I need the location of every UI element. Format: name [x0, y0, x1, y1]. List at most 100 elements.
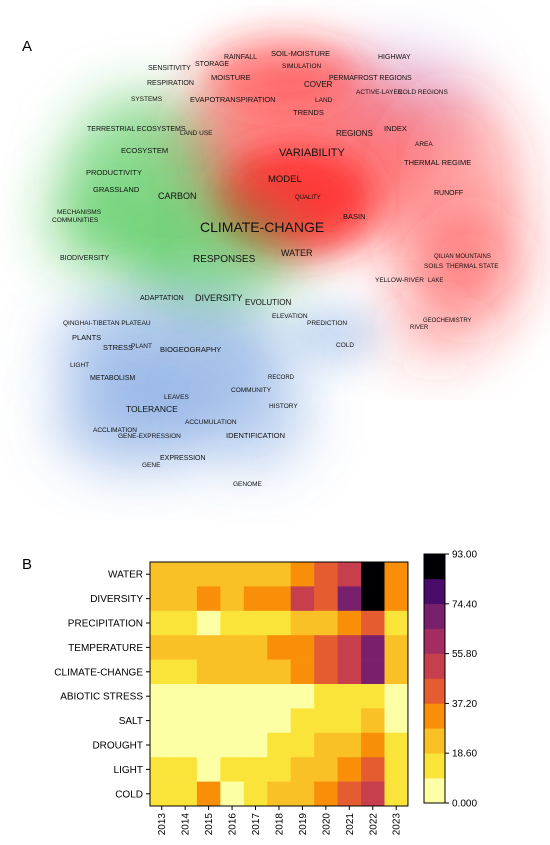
heatmap-cell	[314, 610, 338, 636]
term-history: HISTORY	[269, 403, 298, 410]
term-simulation: SIMULATION	[282, 63, 322, 70]
term-gene: GENE	[142, 462, 161, 469]
heatmap-cell	[173, 610, 198, 636]
heatmap-cell	[337, 684, 362, 709]
term-expression: EXPRESSION	[160, 455, 206, 462]
colorbar-frame	[423, 553, 446, 804]
term-variability: VARIABILITY	[279, 147, 345, 159]
heatmap-y-labels: WATER DIVERSITY PRECIPITATION TEMPERATURE CL…	[54, 570, 150, 800]
heatmap-cell	[173, 781, 198, 807]
term-ecosystem: ECOSYSTEM	[121, 146, 168, 155]
heatmap-cell	[150, 732, 174, 758]
heatmap-cell	[220, 732, 245, 758]
term-plants: PLANTS	[72, 333, 101, 342]
colorbar-segment	[424, 778, 445, 804]
heatmap-cell	[361, 635, 385, 660]
term-soils: SOILS	[424, 263, 444, 270]
term-qilian-mountains: QILIAN MOUNTAINS	[434, 254, 491, 260]
heatmap-cell	[290, 757, 315, 782]
term-lake: LAKE	[428, 278, 443, 284]
heatmap-cell	[361, 659, 385, 685]
heatmap-cell	[361, 562, 385, 587]
heatmap-cell	[173, 635, 198, 660]
heatmap-cell	[314, 732, 338, 758]
heatmap-cell	[290, 781, 315, 807]
heatmap-cells	[149, 561, 409, 807]
heatmap-cell	[290, 684, 315, 709]
heatmap-cell	[384, 684, 409, 709]
colorbar-segment	[424, 628, 445, 654]
heatmap-cell	[314, 757, 338, 782]
heatmap-cell	[361, 781, 385, 807]
heatmap-cell	[220, 586, 245, 612]
heatmap-cell	[220, 757, 245, 782]
heatmap-cell	[361, 757, 385, 782]
heatmap-cell	[384, 781, 409, 807]
heatmap-cell	[173, 684, 198, 709]
heatmap-cell	[314, 708, 338, 734]
heatmap-cell	[150, 757, 174, 782]
heatmap-cell	[150, 684, 174, 709]
term-acclimation: ACCLIMATION	[93, 427, 137, 434]
term-prediction: PREDICTION	[307, 320, 347, 327]
term-water: WATER	[281, 248, 313, 258]
term-runoff: RUNOFF	[434, 190, 463, 197]
term-biodiversity: BIODIVERSITY	[60, 255, 109, 262]
colorbar-tick-label: 0.000	[452, 799, 477, 810]
colorbar-segment	[424, 728, 445, 754]
heatmap-cell	[173, 562, 198, 587]
term-communities: COMMUNITIES	[52, 217, 99, 224]
x-tick-label: 2014	[181, 813, 192, 836]
heatmap-cell	[220, 562, 245, 587]
heatmap-cell	[314, 586, 338, 612]
heatmap-cell	[196, 684, 221, 709]
term-tolerance: TOLERANCE	[126, 404, 178, 414]
heatmap-cell	[243, 586, 268, 612]
x-tick-label: 2013	[157, 813, 168, 836]
density-blob-11	[55, 370, 225, 470]
term-cover: COVER	[304, 80, 333, 89]
heatmap-cell	[361, 732, 385, 758]
heatmap-cell	[361, 610, 385, 636]
heatmap-cell	[361, 708, 385, 734]
heatmap-cell	[150, 708, 174, 734]
x-tick-label: 2022	[368, 813, 379, 836]
term-genome: GENOME	[233, 481, 263, 488]
heatmap-cell	[384, 659, 409, 685]
heatmap-cell	[196, 757, 221, 782]
colorbar-segment	[424, 753, 445, 779]
heatmap-cell	[337, 562, 362, 587]
term-leaves: LEAVES	[164, 394, 189, 401]
heatmap-cell	[150, 562, 174, 587]
heatmap-cell	[384, 635, 409, 660]
y-tick-label: DIVERSITY	[90, 594, 143, 605]
heatmap-cell	[290, 586, 315, 612]
term-community: COMMUNITY	[231, 387, 272, 394]
density-blob-12	[200, 360, 310, 470]
heatmap-cell	[243, 757, 268, 782]
heatmap-cell	[267, 586, 291, 612]
term-evapotranspiration: EVAPOTRANSPIRATION	[190, 95, 276, 104]
density-blob-5	[205, 40, 355, 110]
heatmap-cell	[267, 781, 291, 807]
term-terrestrial-ecosystems: TERRESTRIAL ECOSYSTEMS	[87, 126, 186, 133]
heatmap-cell	[220, 708, 245, 734]
heatmap-cell	[290, 659, 315, 685]
heatmap-cell	[337, 781, 362, 807]
keyword-year-heatmap: WATER DIVERSITY PRECIPITATION TEMPERATURE CL…	[54, 550, 477, 836]
heatmap-cell	[290, 562, 315, 587]
heatmap-cell	[337, 659, 362, 685]
x-tick-label: 2020	[321, 813, 332, 836]
heatmap-cell	[243, 562, 268, 587]
x-tick-label: 2021	[345, 813, 356, 836]
term-model: MODEL	[268, 174, 302, 185]
heatmap-cell	[150, 586, 174, 612]
heatmap-cell	[196, 781, 221, 807]
term-storage: STORAGE	[195, 61, 229, 68]
heatmap-cell	[150, 635, 174, 660]
heatmap-cell	[243, 708, 268, 734]
heatmap-cell	[150, 781, 174, 807]
heatmap-cell	[384, 586, 409, 612]
colorbar-segment	[424, 554, 445, 580]
x-tick-label: 2018	[274, 813, 285, 836]
